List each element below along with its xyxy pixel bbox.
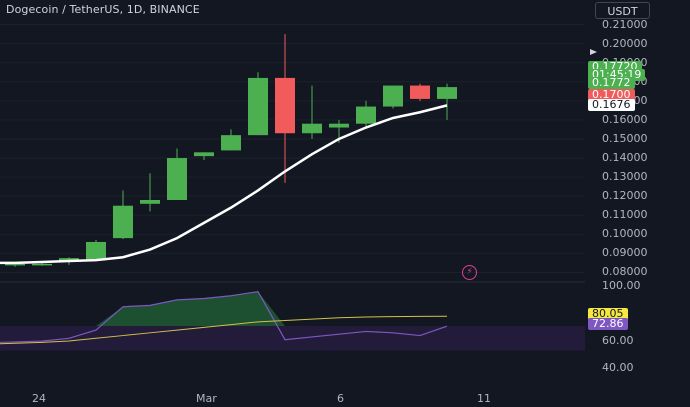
price-tick: 0.14000: [602, 151, 648, 165]
close-price-tag: 0.1772: [588, 77, 635, 89]
price-tick: 0.12000: [602, 189, 648, 203]
candle-body: [167, 158, 187, 200]
candle-body: [194, 152, 214, 157]
candle-body: [5, 263, 25, 266]
price-marker-icon: [590, 49, 597, 55]
signal-value-tag: 80.05: [588, 308, 628, 320]
price-tick: 0.21000: [602, 17, 648, 31]
candle-body: [32, 263, 52, 266]
candle-body: [275, 77, 295, 134]
candle-body: [221, 135, 241, 151]
time-label-mar: Mar: [196, 392, 217, 405]
price-tick: 0.08000: [602, 265, 648, 279]
oscillator-line: [0, 290, 448, 344]
price-tick: 0.15000: [602, 131, 648, 145]
signal-line: [0, 315, 448, 345]
time-label-6: 6: [337, 392, 344, 405]
ma-value-tag: 0.1676: [588, 99, 635, 111]
candle-body: [437, 87, 457, 99]
price-tick: 0.10000: [602, 227, 648, 241]
candle-body: [356, 106, 376, 124]
osc-tick-40: 40.00: [602, 361, 634, 374]
time-label-11: 11: [477, 392, 491, 405]
symbol-title[interactable]: Dogecoin / TetherUS, 1D, BINANCE: [6, 3, 200, 16]
replay-badge-icon[interactable]: ⚡: [462, 265, 477, 280]
candle-body: [383, 85, 403, 107]
price-tick: 0.20000: [602, 36, 648, 50]
osc-tick-100: 100.00: [602, 279, 641, 292]
red-level-tag: 0.1700: [588, 89, 635, 101]
candle-body: [302, 123, 322, 134]
candle-body: [410, 85, 430, 99]
osc-tick-60: 60.00: [602, 334, 634, 347]
grid: [0, 24, 585, 273]
oscillator-band: [0, 325, 585, 351]
currency-selector[interactable]: USDT: [595, 2, 650, 19]
price-tick: 0.13000: [602, 170, 648, 184]
candles: [5, 34, 457, 267]
candle-body: [113, 205, 133, 239]
price-tick: 0.09000: [602, 246, 648, 260]
oscillator-value-tag: 72.86: [588, 318, 628, 330]
candle-body: [140, 199, 160, 204]
price-tick: 0.16000: [602, 112, 648, 126]
time-label-24: 24: [32, 392, 46, 405]
price-tick: 0.11000: [602, 208, 648, 222]
oscillator-overbought-fill: [96, 291, 285, 326]
moving-average-line: [0, 104, 448, 265]
candle-body: [248, 77, 268, 136]
candle-body: [329, 123, 349, 128]
candle-body: [86, 241, 106, 260]
